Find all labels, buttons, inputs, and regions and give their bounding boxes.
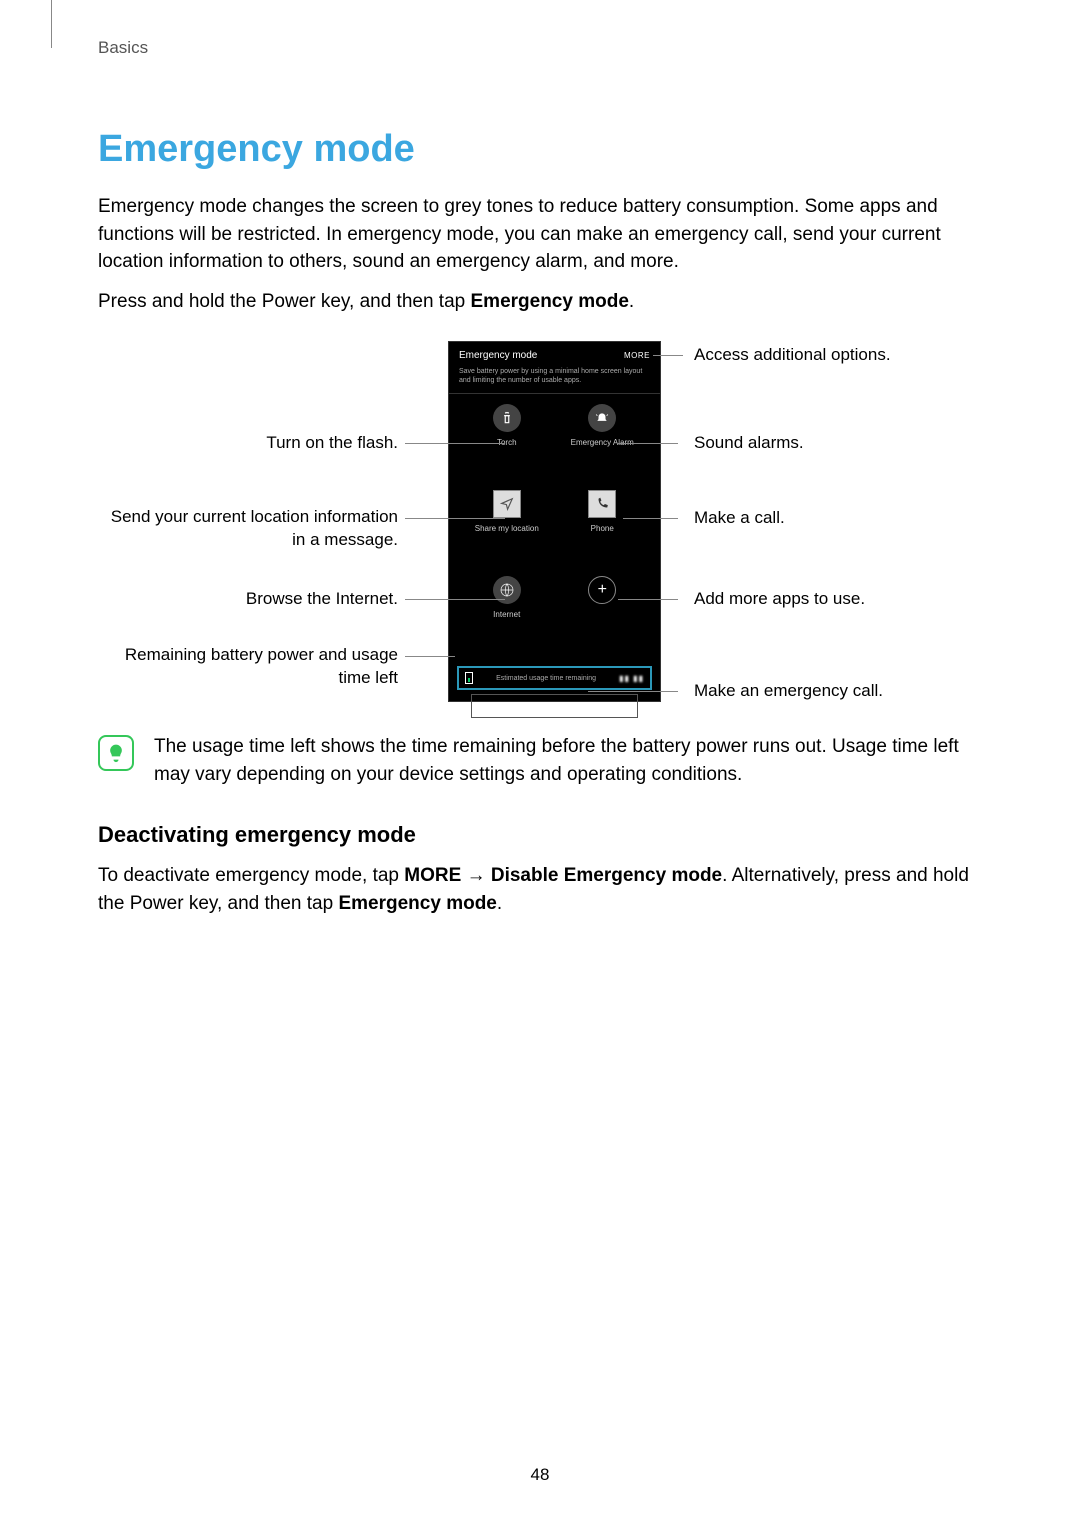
phone-header: Emergency mode MORE <box>449 342 660 365</box>
deact-a: To deactivate emergency mode, tap <box>98 865 404 886</box>
phone-label: Phone <box>591 524 614 534</box>
battery-icon <box>465 672 473 684</box>
line-location <box>405 518 505 519</box>
line-call <box>623 518 678 519</box>
torch-icon <box>493 404 521 432</box>
page-title: Emergency mode <box>98 128 982 171</box>
deact-arrow: → <box>461 865 491 886</box>
phone-more: MORE <box>624 351 650 360</box>
callout-sound: Sound alarms. <box>694 432 804 455</box>
callout-more: Access additional options. <box>694 344 891 367</box>
internet-cell: Internet <box>459 576 555 646</box>
intro-paragraph-1: Emergency mode changes the screen to gre… <box>98 193 982 276</box>
callout-location: Send your current location information i… <box>98 506 398 552</box>
subheading: Deactivating emergency mode <box>98 822 982 848</box>
line-browse <box>405 599 505 600</box>
callout-battery: Remaining battery power and usage time l… <box>98 644 398 690</box>
emergency-call-button: Emergency call <box>471 694 638 718</box>
intro2-a: Press and hold the Power key, and then t… <box>98 291 471 312</box>
battery-value: ▮▮ ▮▮ <box>619 674 644 683</box>
internet-label: Internet <box>493 610 520 620</box>
note-icon <box>98 735 134 771</box>
line-add <box>618 599 678 600</box>
line-flash <box>405 443 505 444</box>
line-more <box>653 355 683 356</box>
deact-f: . <box>497 893 502 914</box>
phone-mockup: Emergency mode MORE Save battery power b… <box>448 341 661 702</box>
battery-label: Estimated usage time remaining <box>481 675 611 683</box>
deact-b: MORE <box>404 865 461 886</box>
add-cell: + <box>555 576 651 646</box>
page-number: 48 <box>0 1465 1080 1485</box>
chapter-label: Basics <box>98 38 982 58</box>
phone-subtitle: Save battery power by using a minimal ho… <box>449 365 660 394</box>
deact-e: Emergency mode <box>338 893 496 914</box>
alarm-icon <box>588 404 616 432</box>
callout-call: Make a call. <box>694 507 785 530</box>
phone-title: Emergency mode <box>459 350 537 361</box>
callout-browse: Browse the Internet. <box>98 588 398 611</box>
phone-grid: Torch Emergency Alarm Share my location … <box>449 394 660 662</box>
note-block: The usage time left shows the time remai… <box>98 733 982 788</box>
callout-emcall: Make an emergency call. <box>694 680 883 703</box>
side-rule <box>51 0 52 48</box>
add-label <box>601 610 603 620</box>
share-cell: Share my location <box>459 490 555 560</box>
intro-paragraph-2: Press and hold the Power key, and then t… <box>98 288 982 316</box>
line-sound <box>618 443 678 444</box>
deact-c: Disable Emergency mode <box>491 865 722 886</box>
torch-cell: Torch <box>459 404 555 474</box>
line-emcall <box>588 691 678 692</box>
share-label: Share my location <box>475 524 539 534</box>
callout-flash: Turn on the flash. <box>98 432 398 455</box>
line-battery <box>405 656 455 657</box>
note-text: The usage time left shows the time remai… <box>154 733 982 788</box>
share-icon <box>493 490 521 518</box>
diagram: Emergency mode MORE Save battery power b… <box>98 339 982 709</box>
call-cell: Phone <box>555 490 651 560</box>
intro2-c: . <box>629 291 634 312</box>
deactivate-paragraph: To deactivate emergency mode, tap MORE →… <box>98 862 982 917</box>
add-icon: + <box>588 576 616 604</box>
battery-row: Estimated usage time remaining ▮▮ ▮▮ <box>457 666 652 690</box>
intro2-b: Emergency mode <box>471 291 629 312</box>
alarm-cell: Emergency Alarm <box>555 404 651 474</box>
callout-add: Add more apps to use. <box>694 588 865 611</box>
phone-icon <box>588 490 616 518</box>
